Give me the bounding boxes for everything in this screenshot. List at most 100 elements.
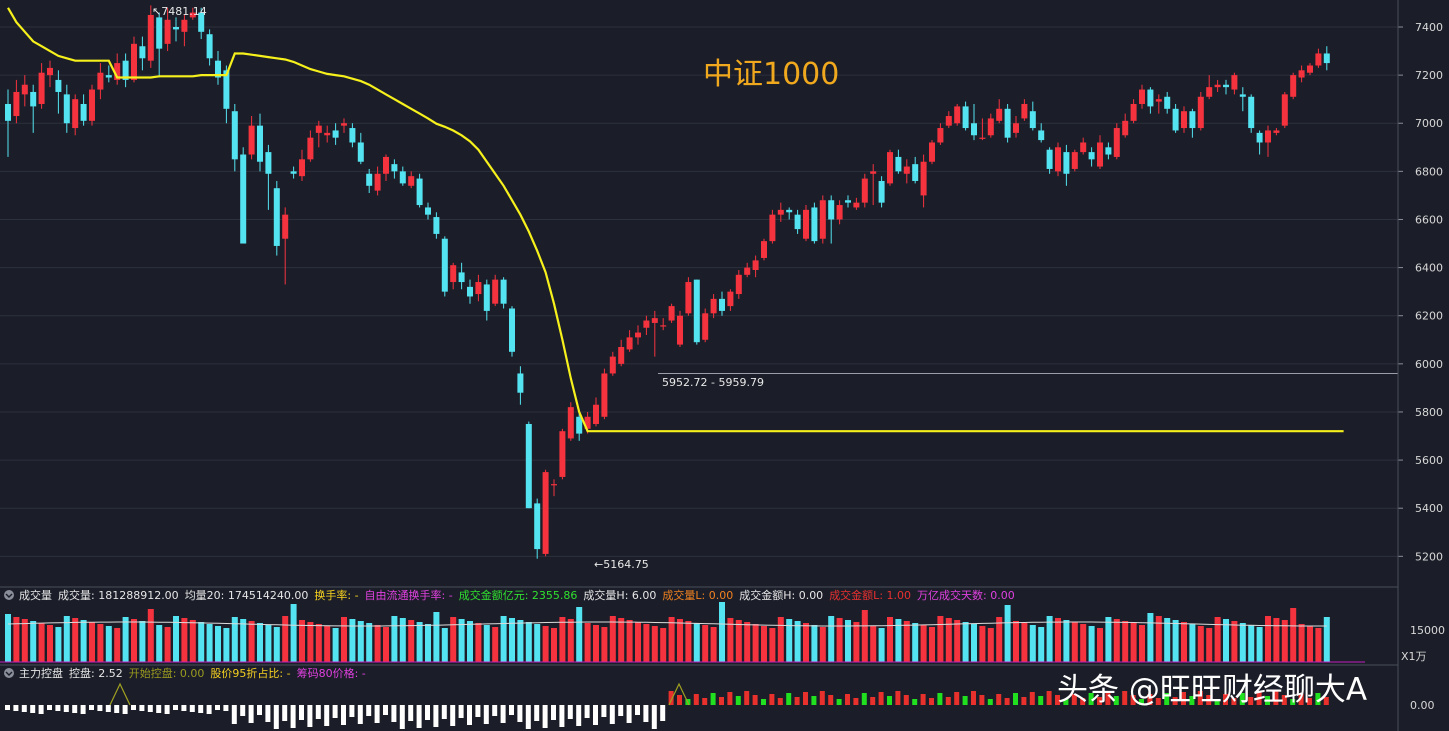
candle[interactable] <box>433 212 440 239</box>
candle[interactable] <box>315 120 322 148</box>
candle[interactable] <box>769 209 776 244</box>
candle[interactable] <box>1172 103 1179 133</box>
candle[interactable] <box>1038 123 1045 143</box>
candle[interactable] <box>937 123 944 145</box>
candle[interactable] <box>1214 79 1221 92</box>
candle[interactable] <box>47 60 53 88</box>
candle[interactable] <box>408 171 415 189</box>
candle[interactable] <box>819 195 826 244</box>
candle[interactable] <box>727 289 734 311</box>
candle[interactable] <box>1013 116 1019 138</box>
candle[interactable] <box>1206 75 1213 100</box>
candle[interactable] <box>181 14 188 47</box>
candle[interactable] <box>912 156 919 184</box>
candle[interactable] <box>114 53 121 85</box>
candle[interactable] <box>38 63 45 109</box>
candle[interactable] <box>668 303 675 323</box>
candle[interactable] <box>324 125 331 143</box>
candle[interactable] <box>458 262 465 290</box>
candle[interactable] <box>567 402 574 441</box>
candle[interactable] <box>542 469 549 557</box>
candle[interactable] <box>416 173 423 208</box>
candle[interactable] <box>777 202 784 222</box>
candle[interactable] <box>962 101 969 131</box>
candle[interactable] <box>1155 94 1162 114</box>
candle[interactable] <box>895 149 902 174</box>
candle[interactable] <box>1164 91 1171 114</box>
candle[interactable] <box>156 12 163 78</box>
candle[interactable] <box>735 270 742 299</box>
candle[interactable] <box>643 315 650 335</box>
candle[interactable] <box>693 279 700 345</box>
volume-pane-collapse-icon[interactable] <box>4 590 14 600</box>
candle[interactable] <box>1046 147 1053 174</box>
candlestick-series[interactable] <box>5 5 1330 559</box>
candle[interactable] <box>1097 135 1103 169</box>
candle[interactable] <box>626 330 633 352</box>
candle[interactable] <box>231 103 238 172</box>
candle[interactable] <box>870 164 877 206</box>
candle[interactable] <box>492 274 499 307</box>
candle[interactable] <box>1231 72 1238 95</box>
candle[interactable] <box>441 236 448 297</box>
candle[interactable] <box>1181 106 1187 133</box>
candle[interactable] <box>1080 137 1087 155</box>
candle[interactable] <box>576 411 583 441</box>
candle[interactable] <box>685 277 692 316</box>
candle[interactable] <box>173 17 179 42</box>
candle[interactable] <box>307 130 314 162</box>
candle[interactable] <box>1315 48 1322 68</box>
candle[interactable] <box>861 173 868 208</box>
candle[interactable] <box>601 368 608 420</box>
candle[interactable] <box>1063 144 1070 186</box>
candle[interactable] <box>265 144 272 210</box>
candle[interactable] <box>500 277 507 309</box>
candle[interactable] <box>1290 72 1297 100</box>
candle[interactable] <box>887 149 893 186</box>
candle[interactable] <box>1256 130 1263 155</box>
candle[interactable] <box>89 84 95 126</box>
candle[interactable] <box>248 116 255 160</box>
candle[interactable] <box>131 36 137 83</box>
candle[interactable] <box>534 498 541 559</box>
candle[interactable] <box>366 168 373 194</box>
candle[interactable] <box>635 325 641 345</box>
candle[interactable] <box>1088 147 1095 167</box>
candle[interactable] <box>30 84 37 133</box>
candle[interactable] <box>593 397 599 427</box>
candle[interactable] <box>996 99 1003 124</box>
candle[interactable] <box>1122 113 1129 138</box>
candle[interactable] <box>282 207 289 285</box>
control-pane-collapse-icon[interactable] <box>4 668 14 678</box>
candle[interactable] <box>761 238 767 261</box>
candle[interactable] <box>517 366 524 405</box>
candle[interactable] <box>1323 46 1330 71</box>
candle[interactable] <box>1113 123 1120 160</box>
candle[interactable] <box>332 123 339 145</box>
candle[interactable] <box>979 118 986 141</box>
candle[interactable] <box>1147 87 1154 114</box>
candle[interactable] <box>147 5 154 68</box>
candle[interactable] <box>399 166 406 186</box>
candle[interactable] <box>987 113 994 138</box>
candle[interactable] <box>929 140 935 165</box>
candle[interactable] <box>290 166 297 179</box>
candle[interactable] <box>920 154 927 208</box>
candle[interactable] <box>1130 99 1137 124</box>
candle[interactable] <box>1281 91 1288 129</box>
candle[interactable] <box>5 89 11 157</box>
candle[interactable] <box>1197 91 1204 131</box>
candle[interactable] <box>786 207 793 220</box>
candle[interactable] <box>828 195 835 244</box>
candle[interactable] <box>811 202 818 244</box>
candle[interactable] <box>660 318 667 331</box>
candle[interactable] <box>105 65 112 83</box>
candle[interactable] <box>845 195 851 208</box>
candle[interactable] <box>475 274 482 302</box>
candle[interactable] <box>903 159 910 184</box>
candle[interactable] <box>1004 103 1011 143</box>
candle[interactable] <box>1105 142 1112 160</box>
candle[interactable] <box>945 111 952 129</box>
candle[interactable] <box>357 132 364 165</box>
candle[interactable] <box>341 118 347 133</box>
